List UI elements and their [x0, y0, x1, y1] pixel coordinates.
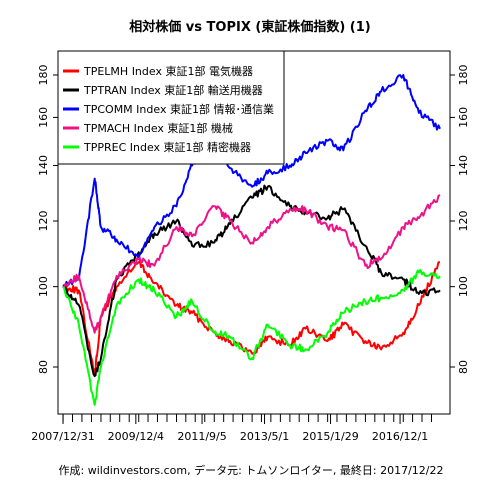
x-tick-label: 2015/1/29	[302, 430, 358, 443]
y-tick-label-left: 180	[37, 65, 50, 86]
x-tick-label: 2016/12/1	[372, 430, 428, 443]
y-tick-label-left: 100	[37, 276, 50, 297]
x-tick-label: 2011/9/5	[177, 430, 226, 443]
y-tick-label-left: 80	[37, 360, 50, 374]
y-tick-label-left: 160	[37, 107, 50, 128]
y-tick-label-left: 140	[37, 155, 50, 176]
series-line-4	[62, 194, 441, 334]
series-line-1	[62, 259, 441, 378]
legend-label-1: TPELMH Index 東証1部 電気機器	[83, 64, 253, 78]
axis-layer: 80 80 100 100 120 120 140 140 160 160 180 180 2007/1…	[31, 65, 470, 444]
legend-box	[57, 50, 285, 165]
legend: TPELMH Index 東証1部 電気機器 TPTRAN Index 東証1部 …	[57, 50, 285, 165]
x-tick-label: 2009/12/4	[108, 430, 164, 443]
legend-label-3: TPCOMM Index 東証1部 情報･通信業	[83, 102, 274, 116]
y-tick-label-right: 140	[457, 155, 470, 176]
y-tick-label-right: 120	[457, 211, 470, 232]
x-tick-label: 2013/5/1	[240, 430, 289, 443]
y-tick-label-right: 180	[457, 65, 470, 86]
series-line-3	[62, 74, 441, 288]
x-tick-label: 2007/12/31	[31, 430, 94, 443]
legend-label-4: TPMACH Index 東証1部 機械	[83, 121, 233, 135]
y-tick-label-right: 80	[457, 360, 470, 374]
series-line-5	[62, 268, 441, 406]
y-tick-label-right: 160	[457, 107, 470, 128]
legend-label-2: TPTRAN Index 東証1部 輸送用機器	[83, 83, 263, 97]
series-line-2	[62, 184, 441, 378]
y-tick-label-right: 100	[457, 276, 470, 297]
y-tick-label-left: 120	[37, 211, 50, 232]
legend-label-5: TPPREC Index 東証1部 精密機器	[83, 140, 251, 154]
series-layer	[62, 74, 441, 406]
chart-title: 相対株価 vs TOPIX (東証株価指数) (1)	[129, 19, 370, 35]
chart-caption: 作成: wildinvestors.com, データ元: トムソンロイター, 最…	[59, 463, 444, 477]
